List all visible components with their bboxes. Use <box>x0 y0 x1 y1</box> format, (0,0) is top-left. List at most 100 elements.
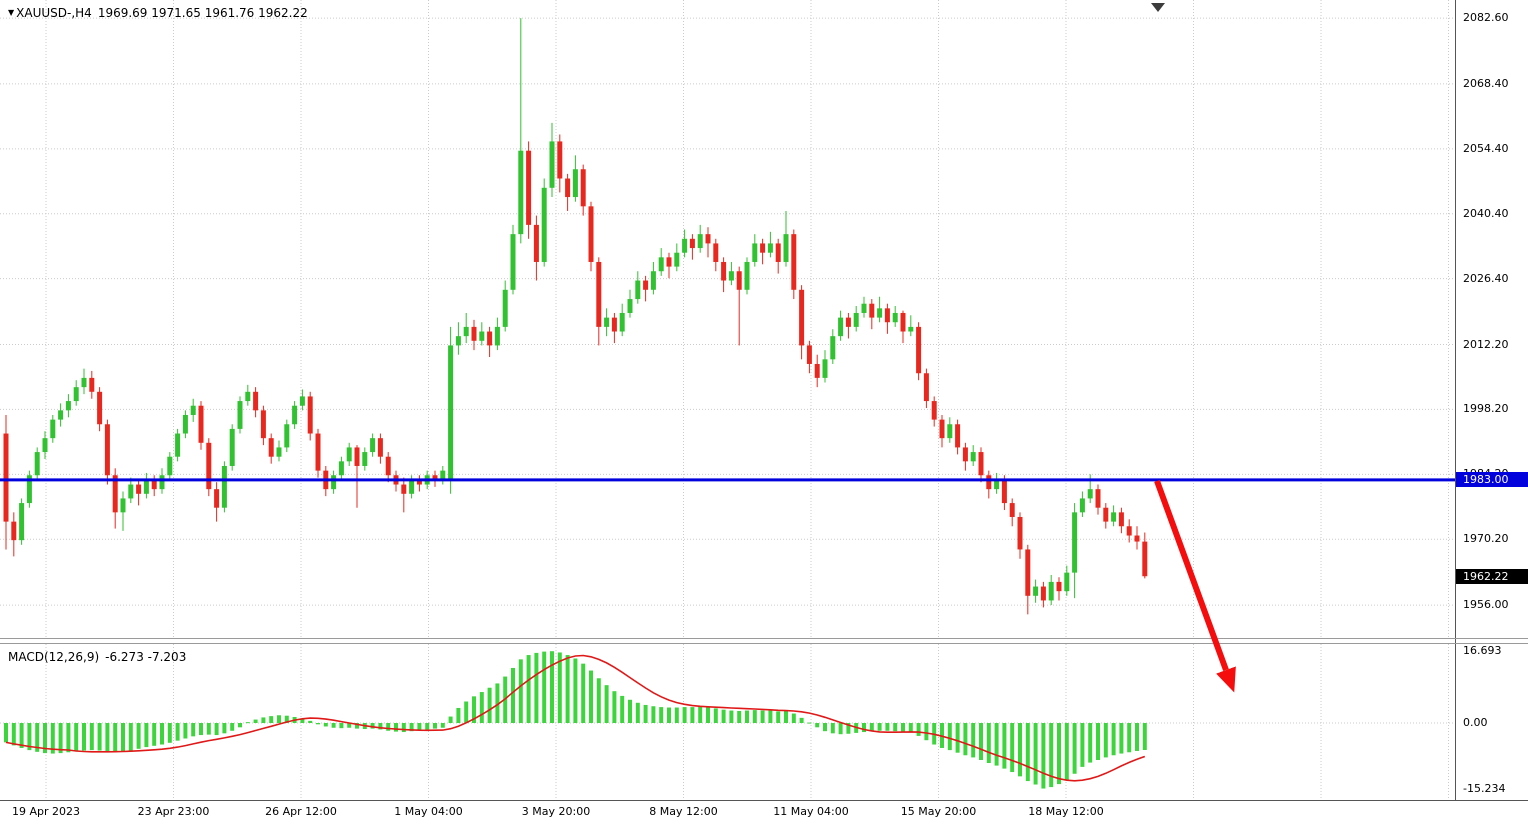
macd-bar <box>745 710 749 724</box>
macd-bar <box>144 723 149 748</box>
candle-down <box>775 243 781 262</box>
macd-bar <box>667 707 671 724</box>
macd-bar <box>479 692 484 724</box>
time-tick-label: 8 May 12:00 <box>649 805 718 818</box>
candle-up <box>572 169 578 198</box>
candle-up <box>346 447 352 462</box>
candle-down <box>596 261 602 327</box>
candle-up <box>128 484 134 499</box>
macd-value-axis[interactable]: 16.693 0.00 -15.234 <box>1456 644 1528 800</box>
candle-down <box>588 206 594 262</box>
macd-signal-line <box>5 654 1146 782</box>
candle-up <box>440 470 446 480</box>
candle-down <box>931 401 937 420</box>
macd-bar <box>1080 723 1085 767</box>
candle-down <box>3 433 9 522</box>
macd-bar <box>206 723 211 735</box>
macd-bar <box>877 723 882 731</box>
macd-bar <box>511 667 515 724</box>
candle-down <box>1134 535 1140 542</box>
candle-down <box>978 452 984 476</box>
macd-bar <box>729 710 734 724</box>
macd-bar <box>160 723 164 745</box>
macd-bar <box>1010 723 1015 773</box>
candle-up <box>674 252 680 267</box>
candle-up <box>604 317 610 327</box>
candle-down <box>401 484 407 494</box>
price-tick-label: 1970.20 <box>1463 532 1509 546</box>
price-chart[interactable] <box>0 0 1455 638</box>
candle-up <box>494 326 500 346</box>
macd-bar <box>97 723 102 751</box>
macd-bar <box>425 723 430 730</box>
candle-up <box>167 456 173 476</box>
macd-tick-label: 0.00 <box>1463 716 1488 729</box>
candle-up <box>245 391 251 402</box>
macd-bar <box>963 723 968 756</box>
candle-up <box>190 405 196 415</box>
candle-down <box>315 433 321 471</box>
candle-up <box>159 475 165 490</box>
candle-up <box>682 238 688 253</box>
macd-bar <box>885 723 890 731</box>
macd-bar <box>596 678 601 724</box>
macd-bar <box>433 723 437 729</box>
time-tick-label: 18 May 12:00 <box>1028 805 1104 818</box>
candle-up <box>58 410 64 420</box>
macd-bar <box>401 723 406 733</box>
macd-bar <box>526 655 531 724</box>
candle-up <box>767 243 773 253</box>
macd-bar <box>1033 723 1038 785</box>
candle-up <box>182 414 188 434</box>
time-tick-label: 26 Apr 12:00 <box>265 805 337 818</box>
candle-down <box>845 317 851 327</box>
candle-down <box>814 363 820 378</box>
candle-up <box>276 447 282 457</box>
macd-bar <box>1049 723 1054 788</box>
macd-bar <box>994 723 999 766</box>
macd-bar <box>74 723 79 752</box>
price-axis[interactable]: 2082.60 2068.40 2054.40 2040.40 2026.40 2012.… <box>1456 0 1528 638</box>
candle-up <box>853 312 859 327</box>
candle-up <box>299 396 305 406</box>
candle-down <box>962 447 968 462</box>
panel-resize-handle[interactable] <box>0 638 1528 639</box>
symbol-dropdown-icon[interactable]: ▼ <box>8 8 15 17</box>
chart-readout: ▼ XAUUSD-,H4 1969.69 1971.65 1961.76 1962.… <box>8 6 308 20</box>
macd-bar <box>113 723 118 753</box>
candle-down <box>939 419 945 439</box>
candle-up <box>658 257 664 272</box>
macd-bar <box>1103 723 1108 758</box>
chart-shift-marker-icon[interactable] <box>1151 3 1165 12</box>
candle-down <box>416 479 422 485</box>
macd-bar <box>277 715 281 724</box>
macd-bar <box>534 652 539 724</box>
macd-bar <box>11 723 16 746</box>
macd-bar <box>440 723 445 728</box>
horizontal-line-object[interactable] <box>0 478 1455 482</box>
macd-tick-label: 16.693 <box>1463 644 1502 658</box>
macd-bar <box>659 707 664 724</box>
time-axis-border <box>0 800 1528 801</box>
macd-bar <box>355 723 359 729</box>
time-axis[interactable]: 19 Apr 2023 23 Apr 23:00 26 Apr 12:00 1 May… <box>0 801 1528 825</box>
macd-bar <box>713 708 718 724</box>
macd-bar <box>908 723 913 733</box>
macd-indicator-panel[interactable] <box>0 644 1455 800</box>
macd-bar <box>152 723 157 746</box>
macd-bar <box>830 723 835 734</box>
macd-bar <box>35 723 40 752</box>
macd-bar <box>682 707 687 724</box>
time-tick-label: 15 May 20:00 <box>900 805 977 818</box>
macd-bar <box>417 723 422 731</box>
macd-bar <box>378 723 383 730</box>
macd-bar <box>464 701 469 724</box>
candle-down <box>565 178 571 198</box>
candle-down <box>1017 516 1023 550</box>
candle-up <box>50 419 56 439</box>
macd-bar <box>339 723 344 729</box>
macd-bar <box>565 655 570 724</box>
candle-up <box>65 401 71 411</box>
symbol-timeframe-label: XAUUSD-,H4 <box>16 6 92 20</box>
